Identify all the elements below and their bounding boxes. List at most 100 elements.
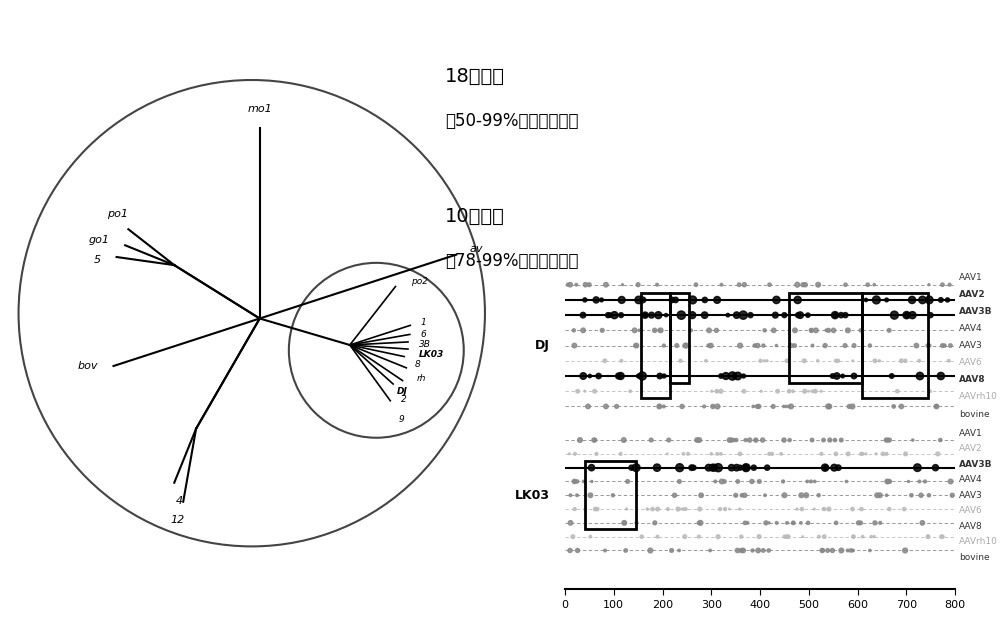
Point [569,490,585,501]
Point [750,340,766,350]
Point [617,518,633,528]
Point [676,504,692,514]
Point [709,448,725,459]
Point [701,462,717,473]
Point [716,476,732,487]
Point [899,310,915,320]
Point [618,545,634,555]
Point [837,340,853,350]
Point [840,448,856,459]
Point [737,490,753,501]
Point [867,355,883,366]
Point [742,435,758,445]
Point [942,280,958,290]
Point [755,435,771,445]
Point [705,462,721,473]
Point [745,401,761,412]
Point [872,490,888,501]
Point [787,340,803,350]
Point [782,435,798,445]
Point [649,531,665,541]
Point [816,435,832,445]
Text: AAVrh10: AAVrh10 [959,538,998,547]
Point [783,340,799,350]
Point [685,295,701,305]
Text: AAV8: AAV8 [959,522,983,531]
Point [589,448,605,459]
Point [724,462,740,473]
Point [764,448,780,459]
Point [818,326,834,336]
Point [693,490,709,501]
Point [652,371,668,381]
Point [790,295,806,305]
Point [868,295,884,305]
Point [575,310,591,320]
Point [726,371,742,381]
Point [577,504,593,514]
Point [575,371,591,381]
Point [732,340,748,350]
Point [661,435,677,445]
Point [800,386,816,396]
Text: AAV3B: AAV3B [959,307,992,316]
Point [853,326,869,336]
Text: AAV2: AAV2 [959,290,986,299]
Point [673,355,689,366]
Point [855,531,871,541]
Point [781,386,797,396]
Point [825,371,841,381]
Point [785,518,801,528]
Point [664,295,680,305]
Point [770,386,786,396]
Point [674,504,690,514]
Point [822,435,838,445]
Point [755,545,771,555]
Point [709,295,725,305]
Point [644,504,660,514]
Point [785,386,801,396]
Point [570,386,586,396]
Point [923,310,939,320]
Text: 6: 6 [420,330,426,339]
Point [921,280,937,290]
Point [917,476,933,487]
Point [879,435,895,445]
Point [787,326,803,336]
Point [803,476,819,487]
Point [710,531,726,541]
Point [837,310,853,320]
Point [628,340,644,350]
Point [828,355,844,366]
Point [677,531,693,541]
Point [562,490,578,501]
Point [904,310,920,320]
Text: 18个亲本: 18个亲本 [445,67,505,86]
Point [862,545,878,555]
Point [577,280,593,290]
Point [944,490,960,501]
Point [818,462,834,473]
Point [735,545,751,555]
Point [798,490,814,501]
Point [940,295,956,305]
Point [776,531,792,541]
Point [730,371,746,381]
Point [898,448,914,459]
Point [639,504,655,514]
Point [794,504,810,514]
Point [796,355,812,366]
Point [696,401,712,412]
Point [866,531,882,541]
Point [671,476,687,487]
Text: AAV1: AAV1 [959,273,983,282]
Bar [670,293,689,383]
Point [638,310,654,320]
Text: AAV3: AAV3 [959,490,983,500]
Point [726,435,742,445]
Bar [862,293,928,398]
Point [872,518,888,528]
Point [821,504,837,514]
Point [736,371,752,381]
Point [789,504,805,514]
